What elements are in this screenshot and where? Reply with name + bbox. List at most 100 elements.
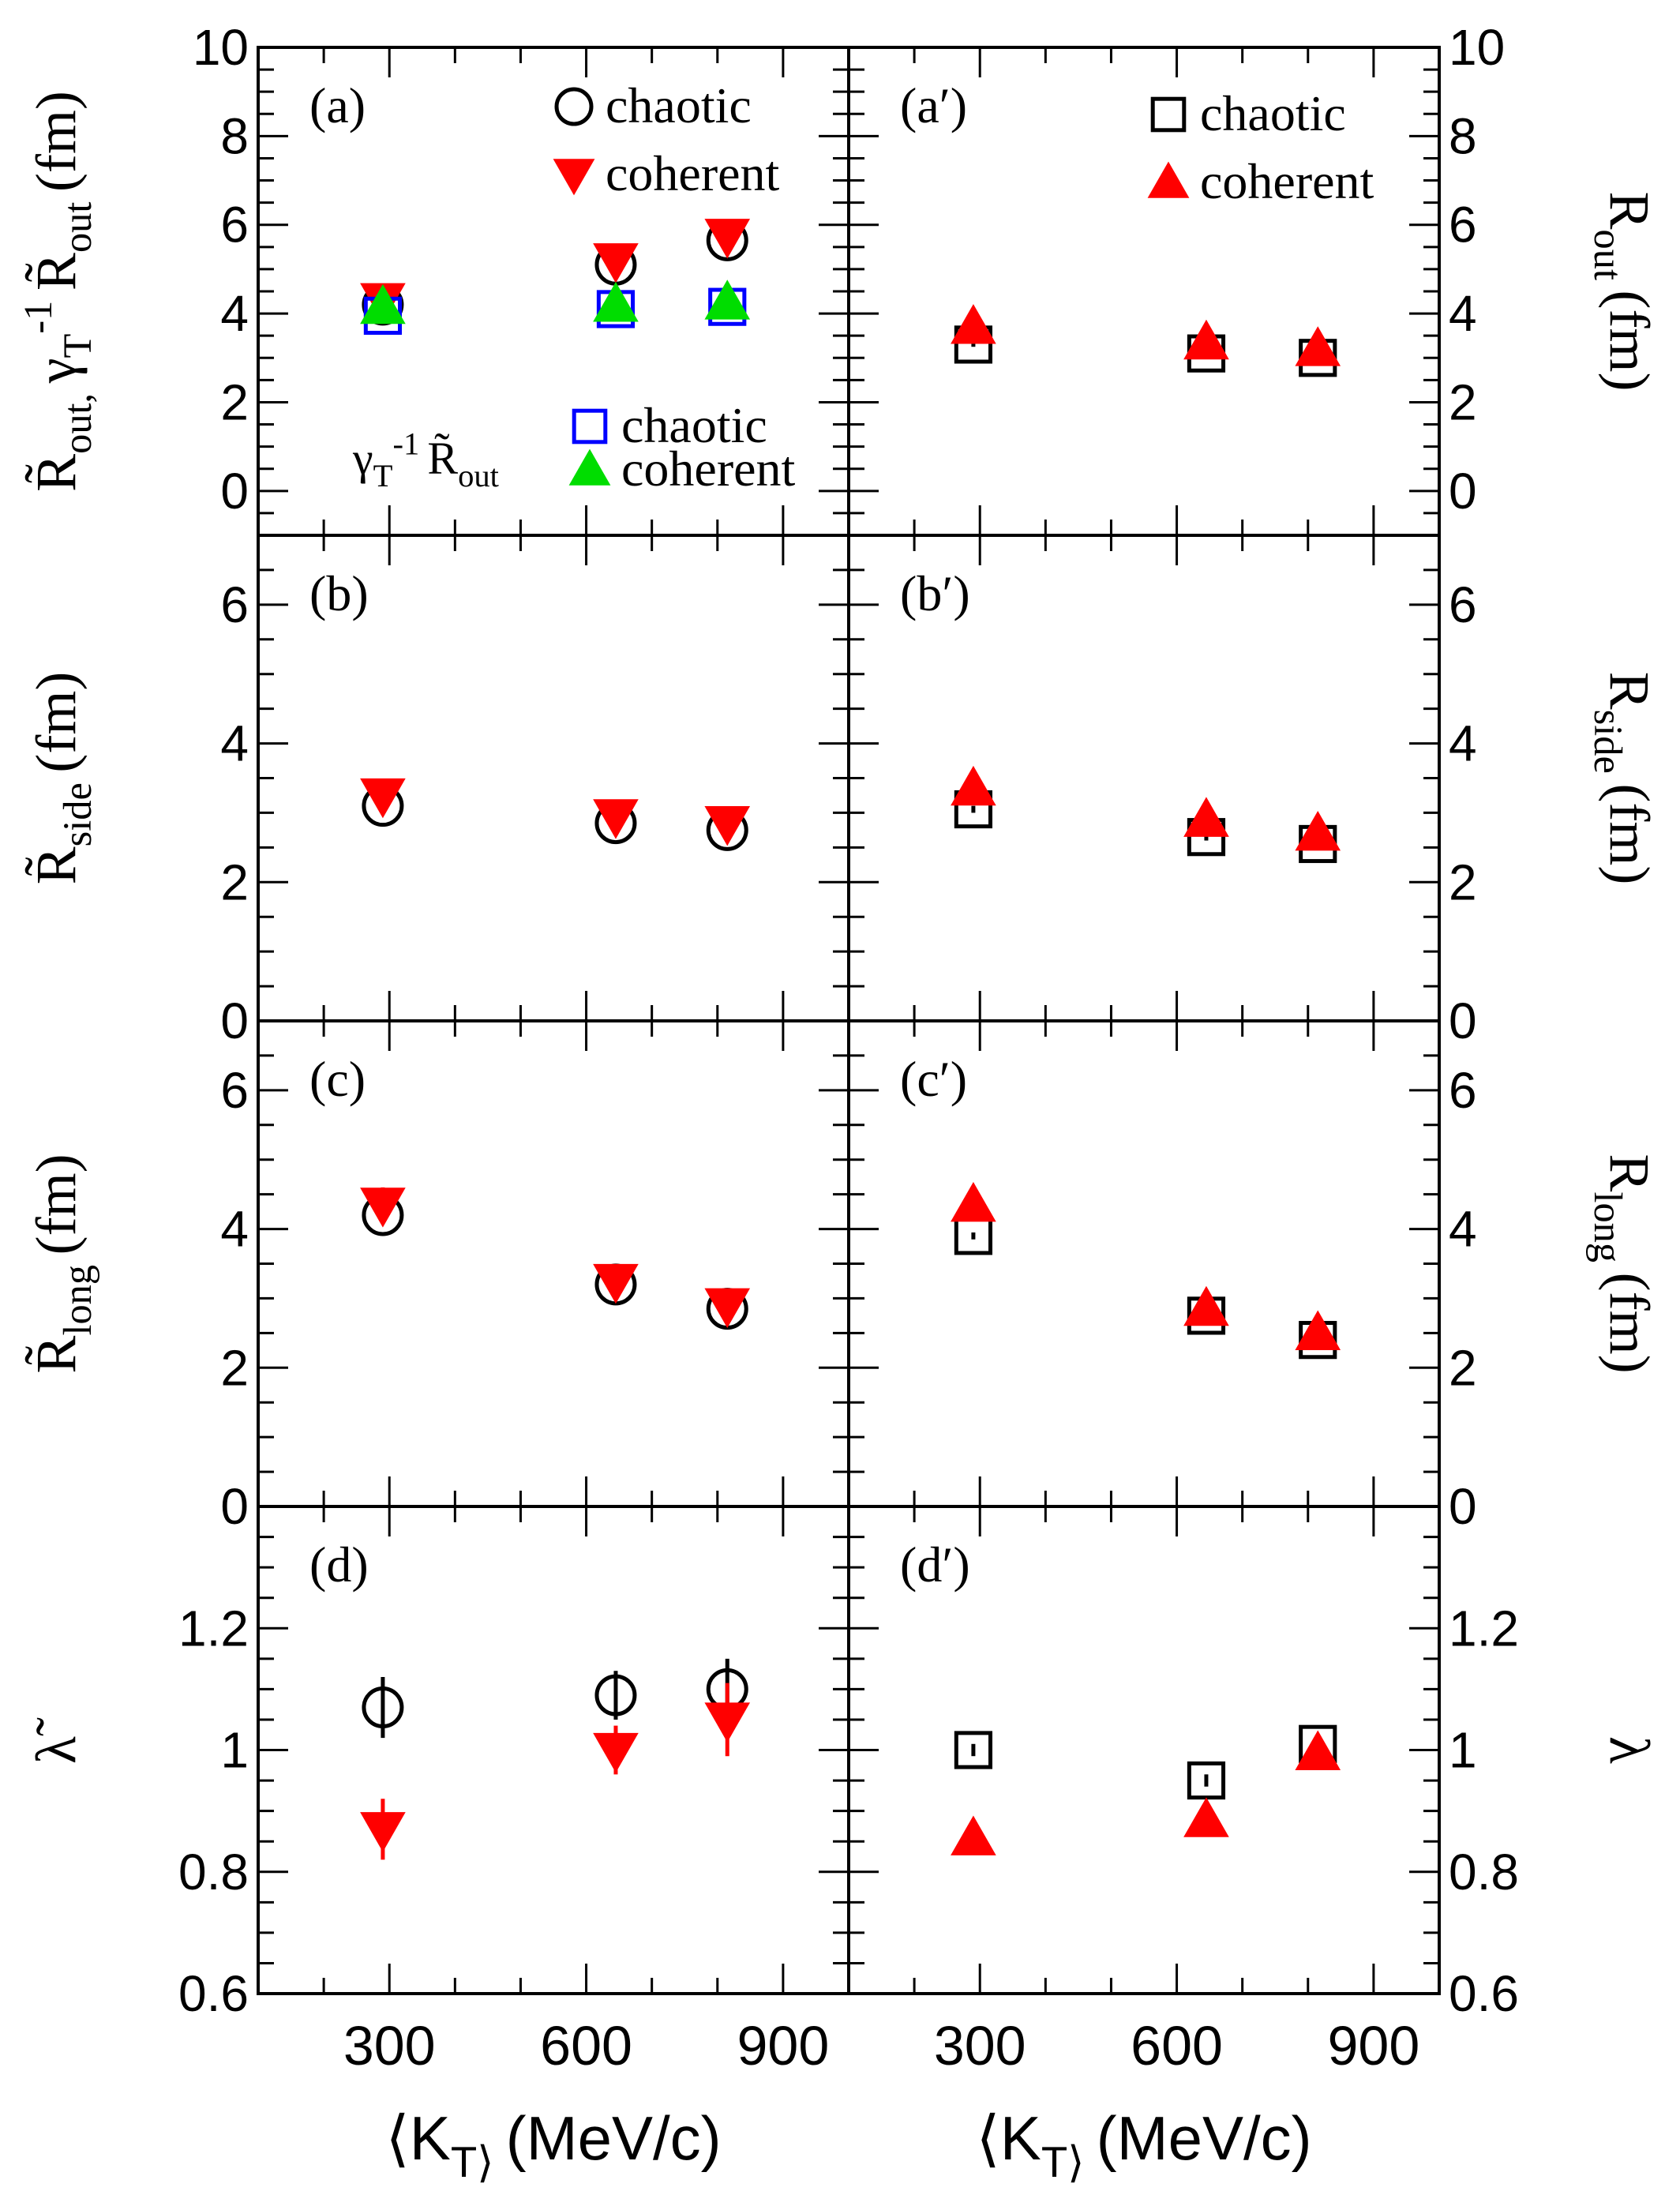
panel-d2: 0.6 0.8 1 1.2 λ (d′) xyxy=(847,1505,1661,2022)
y-tick-label: 8 xyxy=(220,107,249,164)
series-chaotic xyxy=(954,1217,1337,1360)
x-tick-label: 900 xyxy=(737,2015,829,2077)
series-coherent xyxy=(951,1182,1341,1350)
y-tick-label: 0 xyxy=(220,1478,249,1535)
y-tick-label: 1.2 xyxy=(1449,1600,1519,1656)
y-tick-label: 2 xyxy=(220,854,249,910)
series-chaotic xyxy=(954,1724,1337,1800)
y-tick-label: 4 xyxy=(220,715,249,772)
y-tick-label: 10 xyxy=(1449,19,1505,76)
panel-label: (c) xyxy=(309,1051,366,1107)
marker-triangle-down xyxy=(593,243,639,283)
marker-triangle-up xyxy=(1295,326,1341,366)
series-chaotic xyxy=(362,1658,748,1739)
panel-label: (d′) xyxy=(900,1536,970,1593)
y-tick-label: 0.8 xyxy=(1449,1844,1519,1900)
y-tick-label: 6 xyxy=(1449,197,1477,253)
y-tick-label: 6 xyxy=(220,197,249,253)
panel-label: (b′) xyxy=(900,565,970,621)
marker-triangle-up xyxy=(1183,797,1229,837)
y-tick-label: 2 xyxy=(1449,854,1477,910)
series-chaotic xyxy=(362,1194,748,1330)
marker-triangle-down xyxy=(593,1263,639,1304)
y-axis-title: λ̃ xyxy=(24,1717,88,1764)
marker-open-circle xyxy=(554,87,594,126)
marker-triangle-up xyxy=(1147,161,1190,198)
y-tick-label: 2 xyxy=(220,373,249,430)
y-tick-label: 8 xyxy=(1449,107,1477,164)
marker-triangle-up xyxy=(1183,1797,1229,1837)
panel-label: (c′) xyxy=(900,1051,967,1107)
x-axis-labels: 300 600 900 ⟨KT⟩ ​(MeV/c) 300 600 900 ⟨KT⟩ ​(Me… xyxy=(343,2015,1419,2186)
y-tick-label: 0.8 xyxy=(178,1844,249,1900)
y-tick-label: 2 xyxy=(1449,1339,1477,1396)
panel-label: (d) xyxy=(309,1536,369,1593)
marker-triangle-up xyxy=(1295,1730,1341,1770)
x-tick-label: 900 xyxy=(1327,2015,1419,2077)
series-coherent xyxy=(360,1187,751,1329)
x-tick-label: 600 xyxy=(1131,2015,1223,2077)
marker-triangle-up xyxy=(1183,1285,1229,1326)
series-chaotic xyxy=(362,785,748,851)
y-tick-label: 0 xyxy=(220,992,249,1049)
marker-triangle-up xyxy=(1295,1310,1341,1350)
y-axis-title: R̃out, ​γT​-1 ​R̃out ​(fm) xyxy=(16,91,99,492)
legend-scaled-title: γT​-1 ​R̃out​ xyxy=(352,426,500,494)
y-tick-label: 1 xyxy=(220,1722,249,1779)
marker-triangle-up xyxy=(951,765,996,806)
marker-triangle-down xyxy=(704,1288,751,1329)
y-tick-label: 1 xyxy=(1449,1722,1477,1779)
marker-triangle-up xyxy=(593,282,639,322)
marker-triangle-down xyxy=(553,159,595,196)
legend-label: coherent xyxy=(1200,153,1374,209)
y-tick-label: 0.6 xyxy=(178,1965,249,2022)
y-tick-label: 1.2 xyxy=(178,1600,249,1656)
y-tick-label: 4 xyxy=(1449,1201,1477,1258)
series-coherent xyxy=(951,1730,1341,1855)
y-axis-title: R̃long ​(fm) xyxy=(24,1154,99,1373)
y-tick-label: 2 xyxy=(220,1339,249,1396)
series-chaotic-t- xyxy=(363,287,747,335)
y-tick-label: 4 xyxy=(220,285,249,342)
panel-label: (a) xyxy=(309,77,366,133)
panel-b: 0 2 4 6 R̃side ​(fm) (b) xyxy=(24,534,850,1049)
panel-c: 0 2 4 6 R̃long ​(fm) (c) xyxy=(24,1019,850,1535)
marker-triangle-down xyxy=(704,1702,751,1743)
marker-triangle-down xyxy=(704,219,751,259)
marker-triangle-down xyxy=(360,778,406,819)
series-coherent-t- xyxy=(360,280,751,325)
marker-open-square xyxy=(954,1731,993,1769)
marker-triangle-down xyxy=(360,1187,406,1228)
panel-label: (a′) xyxy=(900,77,967,133)
series-chaotic xyxy=(954,325,1337,377)
marker-triangle-up xyxy=(704,280,751,320)
series-coherent xyxy=(360,219,751,324)
y-tick-label: 0 xyxy=(1449,992,1477,1049)
x-tick-label: 300 xyxy=(343,2015,436,2077)
marker-triangle-up xyxy=(360,283,406,325)
series-coherent xyxy=(951,765,1341,851)
legend-label: coherent xyxy=(606,145,780,201)
marker-triangle-up xyxy=(951,304,996,344)
legend: chaotic coherent xyxy=(1147,85,1374,209)
series-chaotic xyxy=(954,790,1337,864)
y-tick-label: 0 xyxy=(1449,463,1477,520)
x-axis-title: ⟨KT⟩ ​(MeV/c) xyxy=(976,2103,1311,2186)
marker-open-circle xyxy=(362,1686,404,1729)
legend-label: chaotic xyxy=(606,77,752,133)
y-axis-title: Rout ​(fm) xyxy=(1586,192,1661,392)
x-axis-title: ⟨KT⟩ ​(MeV/c) xyxy=(385,2103,721,2186)
y-tick-label: 4 xyxy=(1449,285,1477,342)
x-tick-label: 600 xyxy=(540,2015,632,2077)
panel-b2: 0 2 4 6 Rside ​(fm) (b′) xyxy=(847,534,1661,1049)
panel-label: (b) xyxy=(309,565,369,621)
marker-triangle-up xyxy=(951,1815,996,1855)
y-tick-label: 2 xyxy=(1449,373,1477,430)
y-tick-label: 10 xyxy=(193,19,249,76)
marker-open-circle xyxy=(594,1674,637,1716)
x-tick-label: 300 xyxy=(934,2015,1026,2077)
panel-c2: 0 2 4 6 Rlong ​(fm) (c′) xyxy=(847,1019,1661,1535)
y-tick-label: 4 xyxy=(220,1201,249,1258)
marker-triangle-up xyxy=(1295,810,1341,851)
